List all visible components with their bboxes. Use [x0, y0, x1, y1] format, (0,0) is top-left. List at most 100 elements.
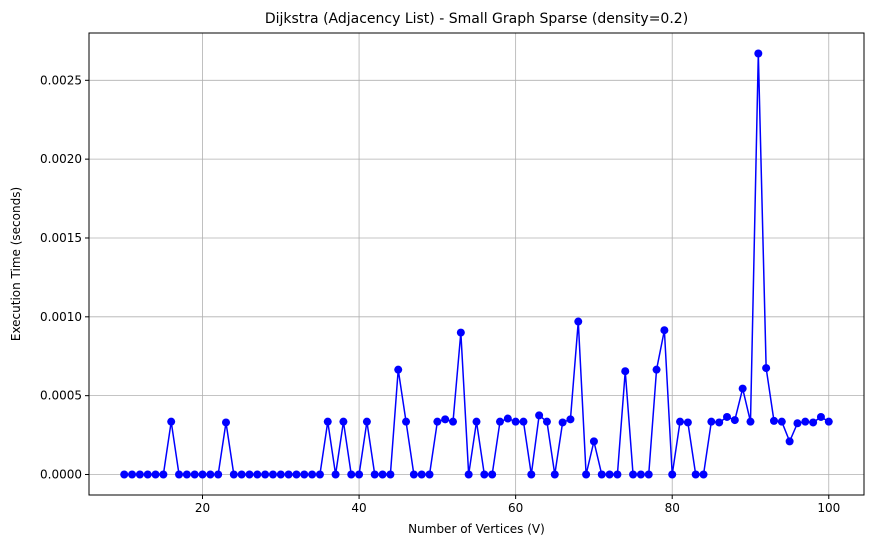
data-point — [597, 470, 606, 479]
data-point — [128, 470, 137, 479]
data-point — [331, 470, 340, 479]
y-tick-label: 0.0025 — [40, 73, 82, 87]
data-point — [816, 412, 825, 421]
data-point — [503, 414, 512, 423]
data-point — [652, 365, 661, 374]
data-point — [182, 470, 191, 479]
data-point — [660, 326, 669, 335]
data-point — [589, 437, 598, 446]
data-point — [527, 470, 536, 479]
data-point — [441, 415, 450, 424]
data-point — [746, 417, 755, 426]
data-point — [237, 470, 246, 479]
data-point — [558, 418, 567, 427]
data-point — [754, 49, 763, 58]
data-point — [801, 417, 810, 426]
data-point — [449, 417, 458, 426]
data-point — [402, 417, 411, 426]
data-point — [135, 470, 144, 479]
data-point — [550, 470, 559, 479]
data-point — [300, 470, 309, 479]
data-point — [284, 470, 293, 479]
data-point — [386, 470, 395, 479]
data-point — [417, 470, 426, 479]
data-point — [707, 417, 716, 426]
data-point — [151, 470, 160, 479]
data-point — [355, 470, 364, 479]
data-point — [495, 417, 504, 426]
data-point — [582, 470, 591, 479]
data-point — [809, 418, 818, 427]
data-point — [394, 365, 403, 374]
data-point — [629, 470, 638, 479]
data-point — [636, 470, 645, 479]
chart-title: Dijkstra (Adjacency List) - Small Graph … — [265, 11, 688, 27]
data-point — [315, 470, 324, 479]
data-point — [480, 470, 489, 479]
data-point — [472, 417, 481, 426]
data-point — [378, 470, 387, 479]
data-point — [824, 417, 833, 426]
data-point — [120, 470, 129, 479]
data-point — [276, 470, 285, 479]
data-point — [175, 470, 184, 479]
data-point — [542, 417, 551, 426]
data-point — [245, 470, 254, 479]
data-point — [613, 470, 622, 479]
data-point — [535, 411, 544, 420]
data-point — [206, 470, 215, 479]
y-tick-label: 0.0000 — [40, 468, 82, 482]
data-point — [464, 470, 473, 479]
data-point — [268, 470, 277, 479]
data-point — [433, 417, 442, 426]
data-point — [769, 416, 778, 425]
data-point — [793, 419, 802, 428]
data-point — [785, 437, 794, 446]
x-axis-label: Number of Vertices (V) — [408, 522, 545, 536]
data-point — [167, 417, 176, 426]
y-tick-label: 0.0005 — [40, 389, 82, 403]
data-point — [362, 417, 371, 426]
data-point — [676, 417, 685, 426]
data-point — [644, 470, 653, 479]
data-point — [159, 470, 168, 479]
data-point — [347, 470, 356, 479]
data-point — [668, 470, 677, 479]
data-point — [143, 470, 152, 479]
data-point — [738, 384, 747, 393]
data-point — [253, 470, 262, 479]
data-point — [730, 416, 739, 425]
data-point — [715, 418, 724, 427]
x-tick-label: 20 — [195, 501, 210, 515]
series-layer — [120, 49, 833, 479]
data-point — [777, 417, 786, 426]
y-tick-label: 0.0015 — [40, 231, 82, 245]
data-point — [221, 418, 230, 427]
data-point — [621, 367, 630, 376]
tick-layer: 20 40 60 80 100 0.0000 0.0005 0.0010 0.0015 0.002… — [40, 73, 840, 515]
data-point — [683, 418, 692, 427]
data-point — [198, 470, 207, 479]
data-point — [190, 470, 199, 479]
data-point — [409, 470, 418, 479]
y-axis-label: Execution Time (seconds) — [9, 187, 23, 341]
data-point — [699, 470, 708, 479]
data-point — [292, 470, 301, 479]
data-point — [339, 417, 348, 426]
y-tick-label: 0.0020 — [40, 152, 82, 166]
x-tick-label: 100 — [817, 501, 840, 515]
data-point — [229, 470, 238, 479]
x-tick-label: 80 — [665, 501, 680, 515]
x-tick-label: 40 — [351, 501, 366, 515]
plot-frame — [88, 32, 865, 496]
data-point — [762, 364, 771, 373]
data-point — [214, 470, 223, 479]
data-point — [723, 412, 732, 421]
data-point — [308, 470, 317, 479]
data-point — [456, 328, 465, 337]
data-point — [519, 417, 528, 426]
data-point — [605, 470, 614, 479]
data-point — [574, 317, 583, 326]
